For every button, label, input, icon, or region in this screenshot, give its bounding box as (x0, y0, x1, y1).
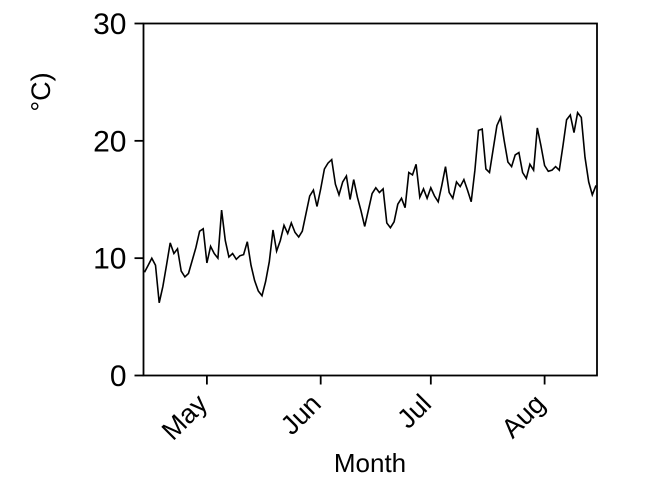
y-tick-label: 30 (93, 8, 126, 41)
y-axis-title: °C) (26, 72, 56, 111)
y-tick-label: 20 (93, 125, 126, 158)
x-tick-label: Aug (496, 389, 551, 444)
chart-plot-area: 0 10 20 30 May Jun Jul Aug (93, 8, 598, 446)
x-tick-label: Jun (275, 389, 327, 441)
y-tick-label: 0 (110, 360, 127, 393)
x-axis-title: Month (334, 448, 406, 478)
y-tick-label: 10 (93, 243, 126, 276)
temperature-series-line (143, 110, 597, 303)
plot-border (142, 22, 598, 377)
x-tick-label: Jul (391, 389, 437, 435)
x-tick-label: May (156, 388, 214, 446)
